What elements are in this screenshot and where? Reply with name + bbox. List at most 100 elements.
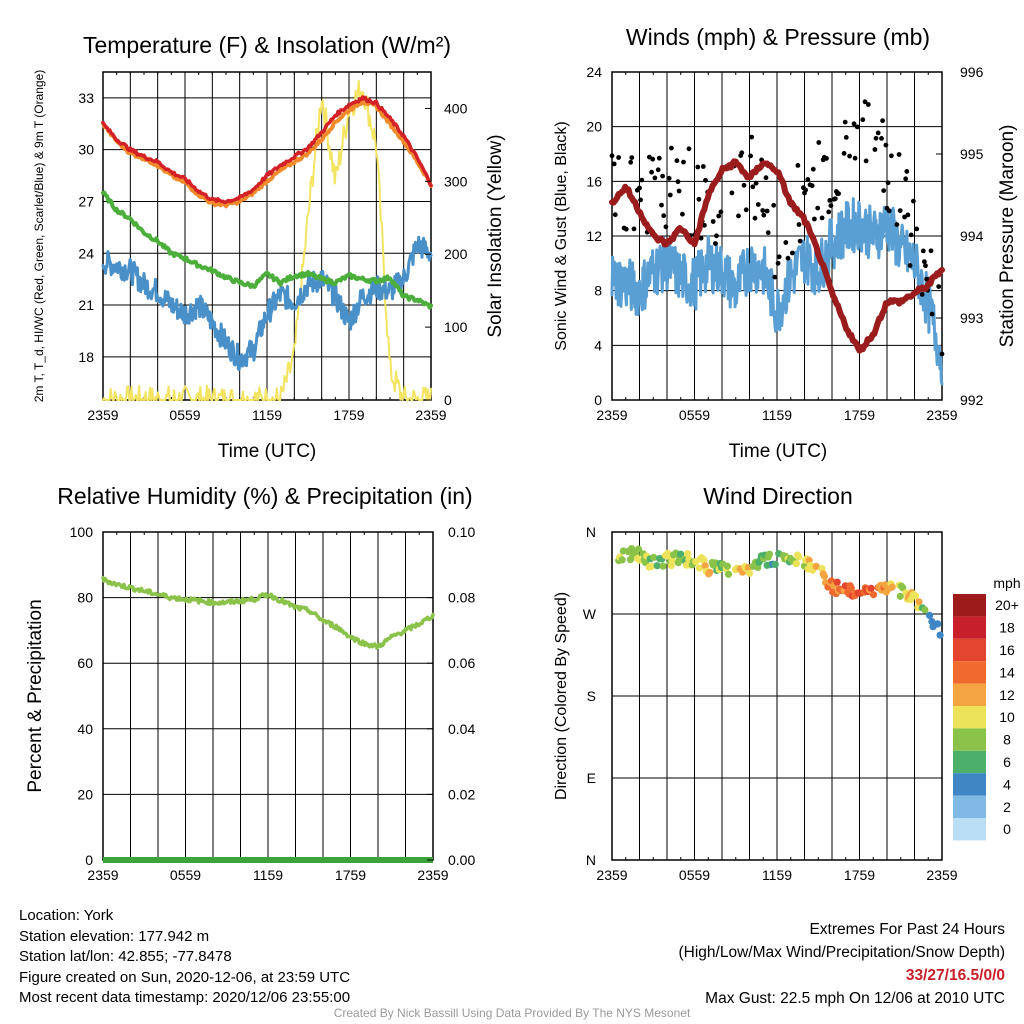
wind-direction-point [695,564,703,572]
gust-point [832,196,838,202]
gust-point [841,151,847,156]
rh-y-tick-label: 80 [77,590,93,606]
wind-y-tick-label: 4 [594,337,602,353]
insolation-y-tick-label: 300 [444,173,468,189]
wind-direction-point [771,560,779,569]
gust-point [716,213,722,219]
wind-direction-point [765,550,774,558]
elevation-text: Station elevation: 177.942 m [19,927,210,945]
gust-point [760,208,766,213]
gust-point [929,311,935,317]
gust-point [897,208,903,214]
rh-y-tick-label: 100 [70,524,94,540]
gust-point [753,180,759,186]
gust-point [816,140,822,145]
gust-point [905,212,911,218]
gust-point [703,177,708,183]
gust-point [826,209,832,215]
wind-y-tick-label: 8 [594,283,602,299]
speed-legend-title: mph [993,575,1020,591]
gust-point [695,164,701,170]
gust-point [854,124,860,130]
pressure-y-tick-label: 992 [960,392,984,408]
speed-legend-label: 4 [1003,776,1011,792]
gust-point [920,248,926,254]
rh-chart-title: Relative Humidity (%) & Precipitation (i… [57,483,472,509]
speed-legend-swatch [953,728,986,751]
wind-direction-point [926,611,934,620]
wind-direction-point [833,578,841,586]
wind-y-axis-label: Sonic Wind & Gust (Blue, Black) [553,121,570,350]
speed-legend-swatch [953,750,986,774]
gust-point [889,153,894,159]
gust-point [674,158,680,164]
gust-point [863,158,869,164]
wind-direction-point [668,557,677,565]
wind-direction-point [677,550,685,558]
gust-point [681,159,686,165]
dir-chart-title: Wind Direction [703,483,853,509]
speed-legend-swatch [953,616,986,639]
speed-legend-label: 10 [999,709,1015,725]
speed-legend-label: 20+ [995,597,1019,613]
wind-chart-title: Winds (mph) & Pressure (mb) [626,24,930,50]
insolation-y-tick-label: 400 [444,100,468,116]
gust-point [741,182,747,188]
speed-legend-swatch [953,795,986,818]
gust-point [680,211,685,217]
gust-point [922,259,927,265]
wind-direction-point [911,592,920,600]
speed-legend-label: 2 [1003,799,1011,815]
gust-point [639,177,645,183]
gust-point [655,167,661,173]
gust-point [819,215,825,221]
wind-direction-point [618,556,626,564]
gust-point [783,240,789,245]
wind-direction-point [792,560,800,568]
gust-point [660,173,665,179]
gust-point [729,190,735,196]
gust-point [862,99,868,105]
precip-y-tick-label: 0.06 [448,655,475,671]
gust-point [609,153,615,159]
temp-y-axis-label: 2m T, T_d, HI/WC (Red, Green, Scarlet/Bl… [32,70,46,403]
gust-point [666,175,672,181]
wind-direction-point [899,584,907,592]
gust-point [616,155,621,160]
gust-point [928,248,934,254]
temp-x-tick-label: 2359 [415,407,446,423]
gust-point [896,152,902,157]
wind-y-tick-label: 12 [586,228,602,244]
gust-point [843,135,849,140]
gust-point [656,155,662,161]
speed-legend-label: 0 [1003,821,1011,837]
temp-x-tick-label: 2359 [87,407,118,423]
wind-y-tick-label: 20 [586,119,602,135]
relative-humidity-line [101,575,435,650]
gust-point [661,213,667,219]
wind-direction-point [812,562,820,571]
recent-data-text: Most recent data timestamp: 2020/12/06 2… [19,989,351,1006]
gust-point [860,117,866,123]
gust-point [739,150,745,156]
wind-direction-point [888,583,896,591]
gust-point [842,119,848,125]
wind-direction-point [647,562,656,571]
wind-direction-point [746,569,754,577]
gust-point [873,135,879,141]
wind-direction-point [650,553,658,562]
temp-2m-line [101,95,433,205]
speed-legend-swatch [953,818,986,841]
gust-point [714,233,719,239]
gust-point [637,185,642,191]
rh-y-tick-label: 40 [77,721,93,737]
gust-point [628,159,634,165]
gust-point [812,216,817,222]
precip-y-tick-label: 0.10 [448,524,475,540]
dir-x-tick-label: 0559 [679,867,710,883]
wind-direction-point [847,584,855,592]
gust-point [749,134,755,140]
wind-x-tick-label: 2359 [596,407,627,423]
speed-legend-swatch [953,773,986,796]
